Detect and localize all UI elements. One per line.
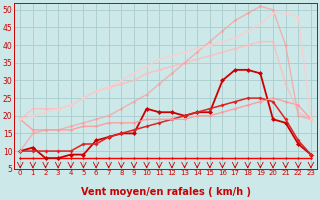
X-axis label: Vent moyen/en rafales ( km/h ): Vent moyen/en rafales ( km/h ) bbox=[81, 187, 251, 197]
